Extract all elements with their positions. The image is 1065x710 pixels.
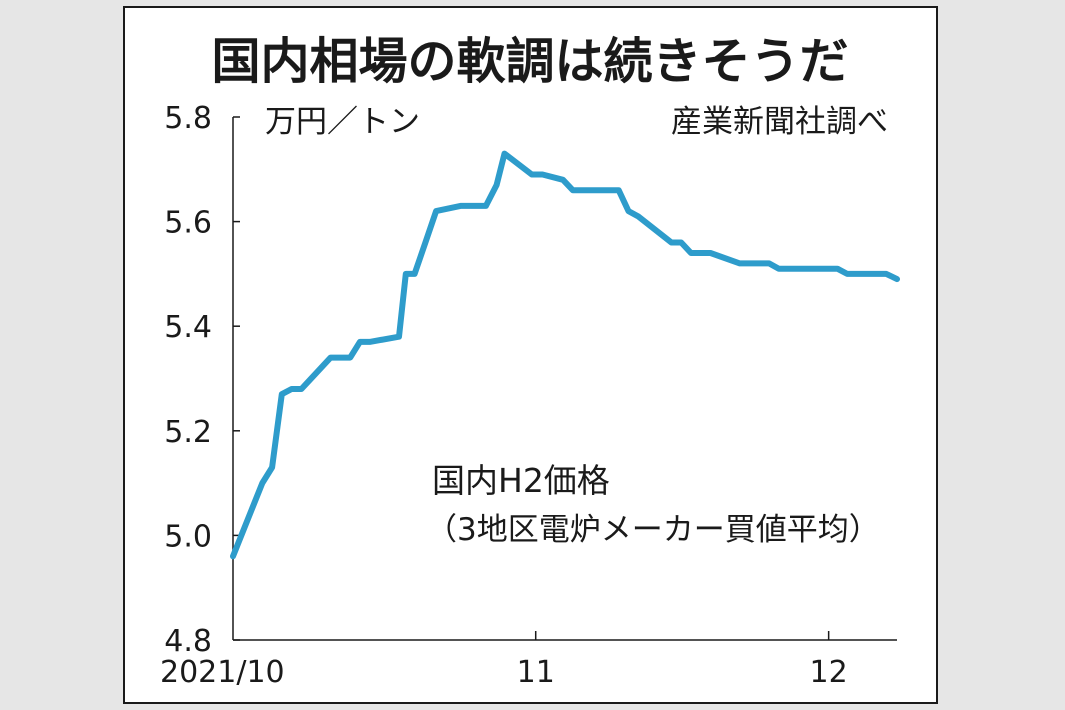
series-label: 国内H2価格 <box>432 461 610 500</box>
y-tick-label: 5.0 <box>164 519 212 554</box>
series-line <box>230 150 900 560</box>
y-ticks: 4.8 5.0 5.2 5.4 5.6 5.8 <box>164 101 240 659</box>
y-tick-label: 5.8 <box>164 101 212 136</box>
y-tick-label: 5.4 <box>164 310 212 345</box>
y-axis-unit-label: 万円／トン <box>265 104 420 140</box>
series-note: （3地区電炉メーカー買値平均） <box>426 512 880 548</box>
x-tick-label: 2021/10 <box>160 655 285 690</box>
chart-panel <box>123 6 938 704</box>
x-ticks: 2021/10 11 12 <box>160 631 848 690</box>
y-tick-label: 4.8 <box>164 624 212 659</box>
source-note: 産業新聞社調べ <box>671 104 888 140</box>
x-tick-label: 12 <box>810 655 848 690</box>
x-tick-label: 11 <box>517 655 555 690</box>
chart-title: 国内相場の軟調は続きそうだ <box>211 33 848 90</box>
y-tick-label: 5.6 <box>164 206 212 241</box>
y-tick-label: 5.2 <box>164 415 212 450</box>
